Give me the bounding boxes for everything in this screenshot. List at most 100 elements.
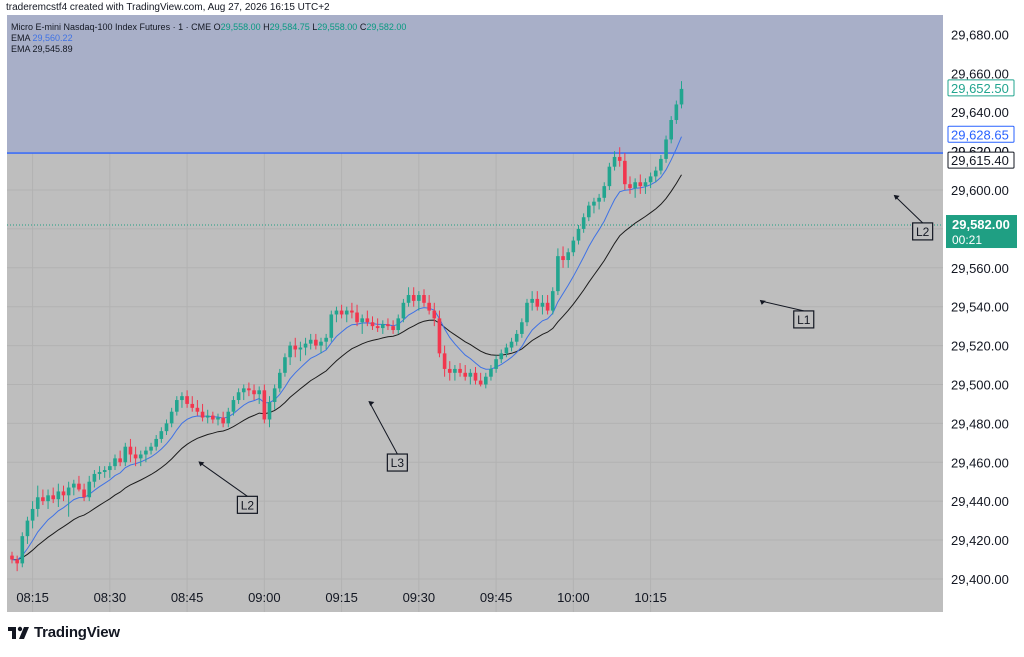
y-tick-label: 29,400.00: [951, 572, 1009, 587]
candle: [556, 248, 560, 296]
candle: [602, 182, 607, 202]
tradingview-logo-icon: [8, 626, 29, 639]
candle: [484, 372, 488, 389]
candle-body: [205, 415, 210, 418]
candle: [118, 450, 122, 467]
candle-body: [185, 396, 189, 404]
annotation-label: L3: [391, 456, 405, 470]
candle: [133, 446, 138, 467]
candle-body: [520, 322, 524, 334]
candle: [633, 178, 637, 198]
candle-body: [504, 347, 509, 354]
candle-body: [278, 372, 282, 389]
candle: [61, 485, 66, 502]
ema-slow-line: [11, 174, 682, 561]
candle: [561, 246, 565, 268]
candle: [30, 501, 35, 529]
candle: [272, 384, 277, 410]
candle-body: [638, 182, 643, 187]
candle: [386, 318, 390, 331]
candle: [56, 483, 61, 507]
candle: [545, 295, 550, 315]
candle: [381, 320, 385, 334]
candle-body: [494, 359, 498, 369]
candle: [20, 532, 25, 568]
candle: [216, 413, 220, 426]
candle: [308, 333, 313, 350]
candle-body: [453, 368, 457, 373]
candle-body: [118, 458, 122, 463]
resistance-zone: [7, 15, 943, 154]
candle-body: [72, 483, 76, 488]
candle: [87, 475, 92, 502]
candle: [417, 291, 421, 311]
candle-body: [77, 483, 81, 490]
candle: [190, 396, 195, 412]
candle: [159, 427, 164, 443]
open-label: O: [213, 22, 221, 32]
candle-body: [576, 228, 581, 241]
candle: [628, 176, 632, 194]
candle: [97, 466, 102, 480]
ema-fast-value: 29,560.22: [32, 33, 73, 43]
ema-fast-row[interactable]: EMA 29,560.22: [11, 33, 406, 44]
candle: [298, 341, 303, 362]
candle-body: [587, 205, 591, 218]
candle: [535, 291, 540, 311]
tradingview-logo[interactable]: TradingView: [8, 624, 120, 641]
candle: [303, 337, 308, 356]
candles: [10, 81, 684, 572]
countdown-label: 00:21: [952, 233, 982, 247]
candle-body: [417, 295, 421, 301]
price-tag: 29,628.65: [947, 125, 1015, 143]
candle: [679, 81, 684, 109]
candle: [653, 166, 658, 183]
high-value: 29,584.75: [269, 22, 310, 32]
candle-body: [401, 302, 406, 319]
candle-body: [15, 559, 19, 564]
candle: [587, 201, 591, 222]
x-tick-label: 09:00: [248, 590, 281, 605]
candle-body: [659, 158, 663, 171]
candle: [77, 475, 81, 492]
candle: [499, 349, 504, 364]
candle-body: [509, 341, 514, 348]
ema-fast-label: EMA: [11, 33, 31, 43]
x-tick-label: 08:15: [16, 590, 49, 605]
price-tag-box: [947, 79, 1015, 97]
candle: [72, 479, 76, 496]
candle-body: [195, 407, 200, 412]
candle: [319, 337, 323, 354]
candle: [494, 355, 498, 373]
candle-body: [252, 390, 256, 395]
ema-slow-row[interactable]: EMA 29,545.89: [11, 44, 406, 55]
symbol-name[interactable]: Micro E-mini Nasdaq-100 Index Futures · …: [11, 22, 212, 32]
candle: [453, 365, 457, 381]
high-label: H: [263, 22, 270, 32]
last-price-label: 29,582.00: [952, 217, 1010, 232]
candle-body: [581, 217, 586, 229]
candle-body: [66, 487, 71, 496]
candle: [514, 330, 519, 346]
candle-body: [267, 401, 272, 420]
candle: [422, 289, 426, 307]
candle-body: [458, 368, 462, 373]
annotation-arrow: [894, 195, 923, 224]
candle: [520, 318, 524, 338]
candle: [458, 363, 462, 377]
candle: [396, 314, 401, 334]
candle: [463, 365, 467, 381]
candle-body: [370, 322, 375, 327]
candle-body: [365, 318, 370, 323]
y-tick-label: 29,420.00: [951, 533, 1009, 548]
candle: [540, 295, 545, 315]
candle: [231, 396, 236, 416]
x-tick-label: 09:45: [480, 590, 513, 605]
open-value: 29,558.00: [220, 22, 261, 32]
annotation-l2: L2: [198, 461, 258, 514]
annotation-label: L2: [241, 498, 255, 512]
candle: [293, 337, 298, 358]
candle-body: [478, 380, 483, 385]
